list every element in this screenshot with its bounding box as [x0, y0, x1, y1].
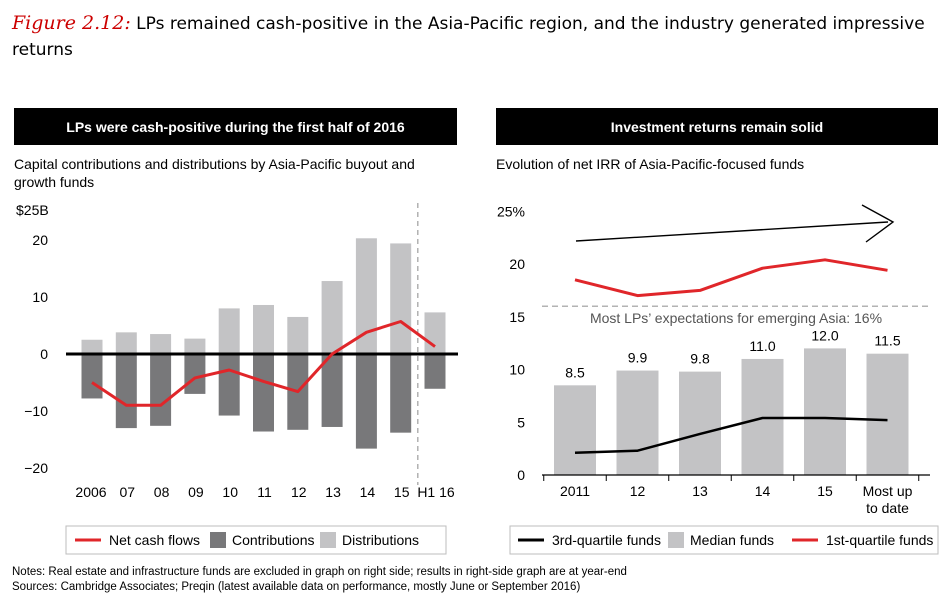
sources-line: Sources: Cambridge Associates; Preqin (l…	[12, 581, 581, 593]
legend-median-funds-swatch	[668, 532, 684, 548]
left-panel-header: LPs were cash-positive during the first …	[14, 108, 457, 145]
right-chart-subtitle: Evolution of net IRR of Asia-Pacific-foc…	[496, 156, 805, 172]
legend-distributions-swatch	[320, 532, 336, 548]
footnotes: Notes: Real estate and infrastructure fu…	[12, 565, 627, 595]
reference-line-label: Most LPs’ expectations for emerging Asia…	[590, 310, 882, 326]
y-tick-label: 5	[517, 414, 525, 430]
contribution-bar	[218, 354, 240, 416]
legend-contributions-label: Contributions	[232, 532, 315, 548]
median-funds-bar	[679, 371, 721, 475]
y-tick-label: −20	[24, 460, 48, 476]
distribution-bar	[150, 334, 172, 354]
x-tick-label: 12	[630, 483, 646, 499]
distribution-bar	[218, 308, 240, 354]
legend-distributions-label: Distributions	[342, 532, 419, 548]
contribution-bar	[81, 354, 103, 399]
y-tick-label: 0	[40, 346, 48, 362]
legend-third-quartile-label: 3rd-quartile funds	[552, 532, 661, 548]
distribution-bar	[321, 281, 343, 354]
x-tick-label-line2: to date	[866, 500, 909, 516]
median-value-label: 11.0	[749, 338, 775, 354]
median-funds-bar	[616, 370, 659, 475]
x-tick-label: 15	[394, 484, 410, 500]
y-tick-label: 20	[32, 232, 48, 248]
y-tick-label: 10	[32, 289, 48, 305]
x-tick-label: 08	[154, 484, 170, 500]
x-tick-label: 15	[817, 483, 833, 499]
x-tick-label: 12	[291, 484, 307, 500]
contribution-bar	[390, 354, 412, 433]
first-quartile-line	[574, 258, 888, 298]
contribution-bar	[184, 354, 206, 394]
distribution-bar	[184, 338, 206, 354]
distribution-bar	[81, 339, 103, 354]
median-funds-bar	[866, 353, 909, 475]
distribution-bar	[287, 316, 309, 354]
right-chart: 25% 20 15 10 5 0 8.5 9.9 9.8 11.0 12.0 11.5 Most LPs…	[497, 203, 939, 555]
distribution-bar	[115, 332, 137, 354]
legend-contributions-swatch	[210, 532, 226, 548]
x-tick-label: 2011	[560, 483, 590, 499]
third-quartile-line	[574, 416, 888, 455]
contribution-bar	[253, 354, 274, 432]
distribution-bar	[355, 238, 377, 354]
y-tick-label: 20	[509, 256, 525, 272]
median-funds-bar	[804, 348, 846, 475]
x-tick-label: 11	[257, 484, 272, 500]
right-panel-header: Investment returns remain solid	[496, 108, 938, 145]
left-chart: $25B 20 10 0 −10 −20 2006 07 08 09 10 11 12 13 14 15 H1 …	[16, 202, 458, 555]
median-funds-bar	[554, 385, 596, 475]
y-tick-label: 10	[509, 362, 525, 378]
x-tick-label: 14	[360, 484, 376, 500]
trend-arrow-shaft	[575, 221, 889, 242]
trend-arrow-head	[861, 204, 895, 243]
figure-title: Figure 2.12: LPs remained cash-positive …	[12, 10, 942, 63]
legend-net-cash-flows-label: Net cash flows	[109, 532, 200, 548]
figure-label: Figure 2.12:	[12, 12, 131, 34]
y-tick-label: 0	[517, 467, 525, 483]
contribution-bar	[424, 354, 446, 389]
y-tick-label: 25%	[497, 203, 525, 219]
x-tick-label: H1 16	[417, 484, 455, 500]
x-tick-label: Most up	[863, 483, 913, 499]
legend-first-quartile-label: 1st-quartile funds	[826, 532, 933, 548]
median-value-label: 11.5	[874, 333, 900, 349]
distribution-bar	[390, 243, 412, 354]
contribution-bar	[150, 354, 172, 426]
distribution-bar	[253, 304, 274, 354]
left-chart-subtitle: Capital contributions and distributions …	[14, 156, 415, 190]
contribution-bar	[115, 354, 137, 429]
y-axis-unit-label: $25B	[16, 202, 49, 218]
contribution-bar	[321, 354, 343, 427]
x-tick-label: 13	[692, 483, 708, 499]
legend-box	[509, 525, 939, 555]
median-value-label: 9.8	[690, 351, 710, 367]
figure-title-text: LPs remained cash-positive in the Asia-P…	[12, 14, 925, 60]
median-value-label: 8.5	[565, 364, 585, 380]
median-value-label: 9.9	[628, 350, 648, 366]
x-tick-label: 10	[222, 484, 238, 500]
notes-line: Notes: Real estate and infrastructure fu…	[12, 566, 627, 578]
legend-median-funds-label: Median funds	[690, 532, 774, 548]
contribution-bar	[355, 354, 377, 449]
y-tick-label: 15	[509, 309, 525, 325]
distribution-bar	[424, 312, 446, 354]
x-tick-label: 13	[325, 484, 341, 500]
legend-box	[65, 525, 447, 555]
x-tick-label: 2006	[75, 484, 106, 500]
x-tick-label: 14	[755, 483, 771, 499]
y-tick-label: −10	[24, 403, 48, 419]
median-value-label: 12.0	[811, 327, 838, 343]
x-tick-label: 07	[120, 484, 136, 500]
x-tick-label: 09	[188, 484, 204, 500]
net-cash-flow-line	[91, 320, 436, 407]
